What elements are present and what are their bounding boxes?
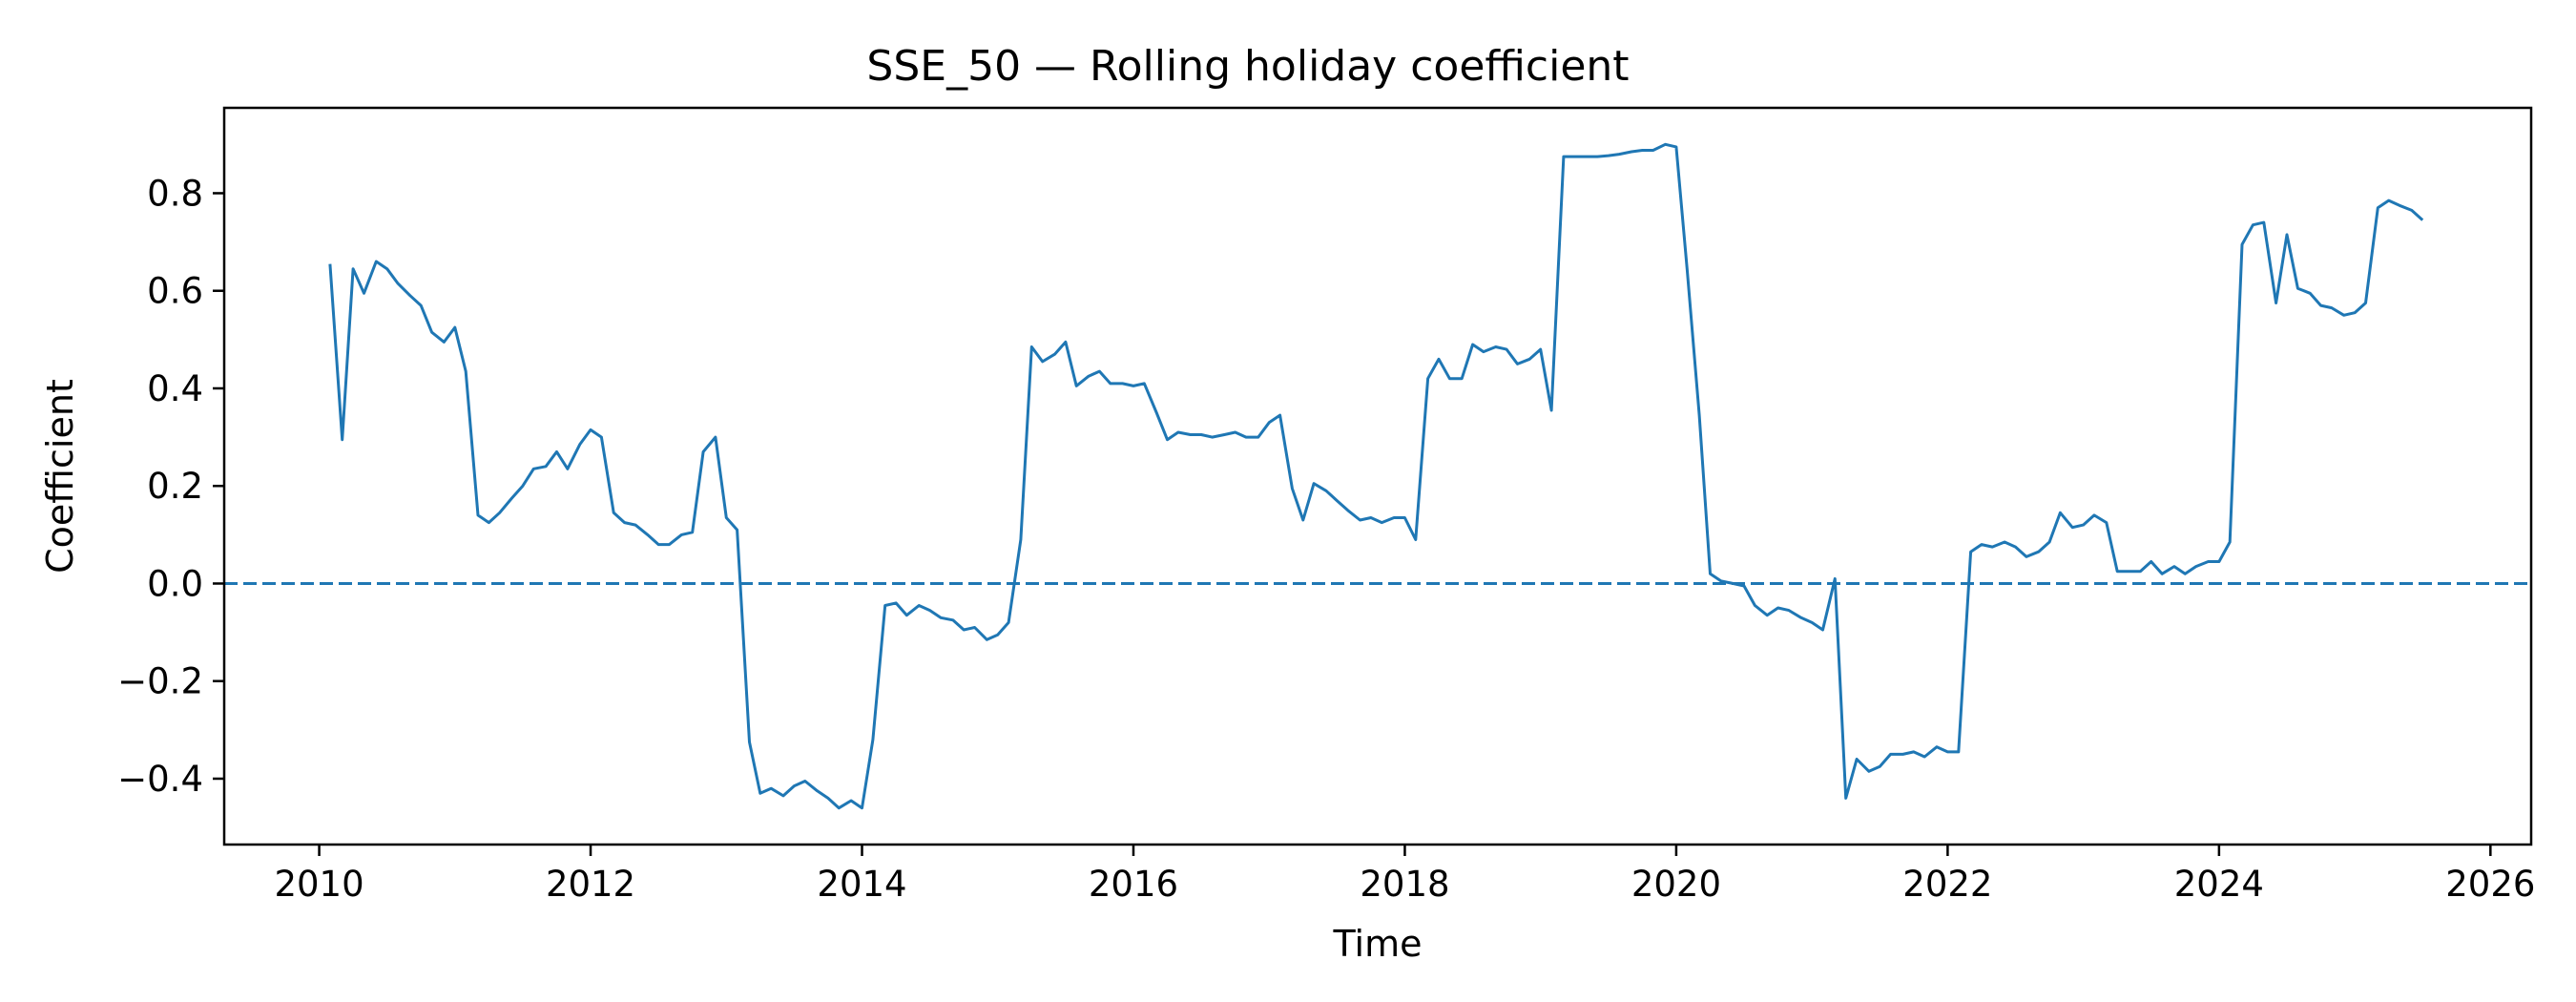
x-tick-label: 2024: [2174, 864, 2264, 905]
x-tick-label: 2016: [1089, 864, 1178, 905]
x-tick-label: 2018: [1360, 864, 1449, 905]
y-axis-label: Coefficient: [39, 379, 81, 574]
plot-area: [222, 106, 2533, 846]
x-tick-label: 2022: [1902, 864, 1992, 905]
y-tick-label: 0.4: [147, 368, 203, 409]
y-axis: −0.4 −0.2 0.0 0.2 0.4 0.6 0.8: [117, 173, 224, 800]
x-tick-label: 2026: [2445, 864, 2535, 905]
plot-frame: [222, 106, 2533, 846]
x-tick-label: 2020: [1631, 864, 1721, 905]
y-tick-label: 0.8: [147, 173, 203, 214]
x-tick-label: 2014: [817, 864, 906, 905]
chart-title: SSE_50 — Rolling holiday coefficient: [866, 42, 1629, 91]
y-tick-label: 0.2: [147, 466, 203, 507]
x-axis: 2010 2012 2014 2016 2018 2020 2022 2024 2026: [274, 845, 2535, 905]
x-axis-label: Time: [1333, 923, 1423, 965]
series-layer: [328, 142, 2424, 810]
y-tick-label: −0.2: [117, 661, 203, 702]
y-tick-label: −0.4: [117, 759, 203, 800]
x-tick-label: 2012: [546, 864, 635, 905]
series-line-1: [328, 142, 2424, 810]
x-tick-label: 2010: [274, 864, 364, 905]
y-tick-label: 0.6: [147, 271, 203, 312]
y-tick-label: 0.0: [147, 563, 203, 604]
